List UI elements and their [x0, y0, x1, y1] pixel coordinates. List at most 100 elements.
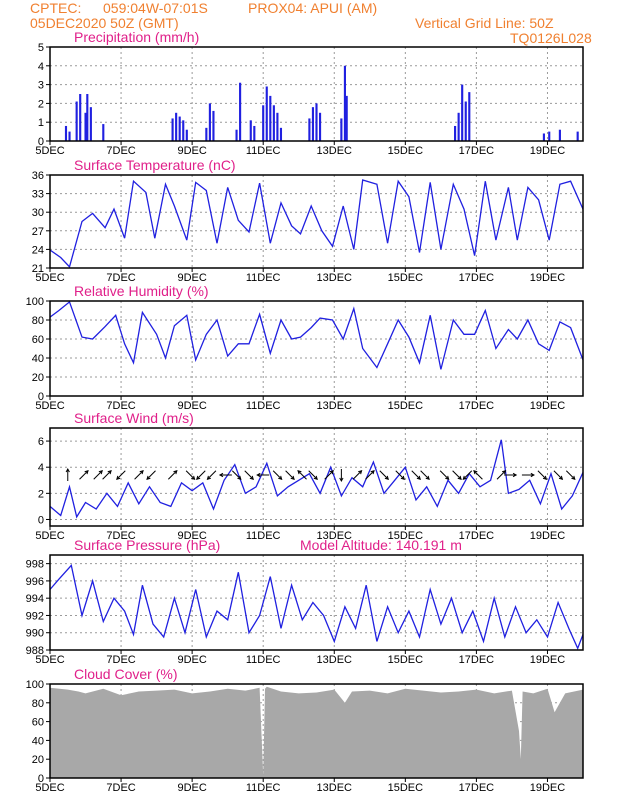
wind-arrow	[65, 467, 70, 481]
x-tick-label: 7DEC	[106, 782, 135, 794]
y-tick-label: 994	[26, 593, 44, 605]
y-tick-label: 998	[26, 559, 44, 571]
wind-arrow-head	[173, 470, 178, 475]
wind-arrow	[102, 470, 112, 480]
wind-arrow-head	[384, 475, 389, 480]
wind-arrow	[537, 470, 548, 480]
panel-title: Surface Pressure (hPa)	[74, 537, 220, 553]
panel-3: Surface Wind (m/s) 0 2 4 6 5DEC 7DEC 9DEC 11DEC 1…	[35, 410, 584, 542]
panel-title: Surface Wind (m/s)	[74, 410, 194, 426]
panel-2: Relative Humidity (%) 0 20 40 60 80 100 5DEC 7DE…	[26, 283, 584, 412]
header-location: 059:04W-07:01S	[103, 0, 208, 16]
precip-bar	[340, 118, 343, 141]
wind-arrow	[379, 470, 389, 480]
precip-bar	[68, 131, 71, 141]
precip-bar	[79, 94, 82, 141]
wind-arrow-head	[249, 475, 254, 480]
precip-bar	[468, 92, 471, 141]
y-tick-label: 0	[38, 136, 44, 148]
y-tick-label: 992	[26, 610, 44, 622]
wind-arrow-shaft	[553, 470, 563, 480]
x-tick-label: 17DEC	[459, 782, 495, 794]
wind-arrow-head	[400, 475, 405, 480]
wind-arrow-shaft	[324, 470, 334, 480]
header-code: TQ0126L028	[510, 30, 592, 46]
wind-arrow	[79, 470, 89, 480]
precip-bar	[454, 125, 457, 141]
precip-bar	[205, 127, 208, 141]
panel-frame	[49, 300, 584, 397]
wind-arrow-head	[530, 472, 535, 478]
x-tick-label: 19DEC	[530, 272, 566, 284]
wind-arrow-head	[84, 470, 89, 475]
panel-0: Precipitation (mm/h) 0 1 2 3 4 5 5DEC 7DEC 9DEC 11…	[35, 29, 584, 157]
precip-bar	[279, 127, 283, 141]
y-tick-label: 33	[32, 189, 44, 201]
wind-arrow-head	[237, 475, 242, 480]
y-tick-label: 1	[38, 117, 44, 129]
precip-bar	[315, 103, 318, 141]
wind-arrow	[256, 472, 270, 478]
wind-arrow	[218, 472, 232, 478]
wind-arrow-head	[191, 475, 196, 480]
wind-arrow-head	[146, 475, 151, 480]
wind-arrow-shaft	[79, 470, 89, 480]
panel-frame	[49, 174, 584, 269]
wind-arrow-head	[558, 475, 564, 480]
precip-bar	[178, 116, 181, 141]
wind-arrow-head	[416, 475, 421, 480]
wind-arrow	[244, 470, 254, 480]
x-tick-label: 7DEC	[106, 145, 135, 157]
wind-arrow	[496, 470, 507, 480]
precip-bar	[548, 131, 551, 141]
wind-arrow-shaft	[537, 470, 547, 480]
wind-arrow-head	[116, 475, 121, 480]
wind-arrow-shaft	[207, 470, 217, 480]
precip-bar	[262, 105, 265, 141]
precip-bar	[64, 125, 68, 141]
precip-bar	[239, 82, 242, 141]
y-tick-label: 6	[38, 436, 44, 448]
wind-arrow	[93, 470, 103, 480]
wind-arrow-head	[290, 475, 295, 480]
y-tick-label: 0	[38, 391, 44, 403]
y-tick-label: 30	[32, 207, 44, 219]
y-tick-label: 20	[32, 372, 44, 384]
precip-bar	[318, 112, 322, 141]
precip-bar	[276, 112, 279, 141]
wind-arrow-head	[65, 467, 70, 473]
x-tick-label: 7DEC	[106, 400, 135, 412]
x-tick-label: 19DEC	[530, 145, 566, 157]
y-tick-label: 20	[32, 754, 44, 766]
wind-arrow-shaft	[565, 470, 576, 480]
x-tick-label: 15DEC	[388, 400, 424, 412]
x-tick-label: 5DEC	[35, 782, 64, 794]
panel-title: Relative Humidity (%)	[74, 283, 209, 299]
wind-arrow	[134, 470, 144, 480]
wind-arrow-shaft	[308, 470, 318, 480]
panel-title: Precipitation (mm/h)	[74, 29, 199, 45]
wind-arrow	[297, 470, 307, 480]
y-tick-label: 3	[38, 80, 44, 92]
wind-arrow-shaft	[420, 470, 430, 480]
precip-bar	[457, 112, 460, 141]
header-grid-note: Vertical Grid Line: 50Z	[415, 15, 554, 31]
x-tick-label: 19DEC	[530, 654, 566, 666]
wind-arrow-shaft	[297, 470, 307, 480]
cloud-area	[50, 686, 583, 778]
wind-arrow	[553, 470, 564, 480]
precip-bar	[464, 101, 467, 141]
y-tick-label: 36	[32, 170, 44, 182]
precip-bar	[84, 112, 87, 141]
precip-bar	[343, 65, 346, 141]
wind-arrow-shaft	[352, 470, 362, 480]
precip-bar	[171, 118, 174, 141]
wind-arrow-shaft	[365, 470, 375, 480]
panel-frame	[49, 683, 584, 779]
x-tick-label: 13DEC	[317, 782, 353, 794]
precip-bar	[308, 118, 311, 141]
x-tick-label: 19DEC	[530, 782, 566, 794]
wind-arrow	[521, 472, 535, 478]
wind-arrow-head	[329, 470, 334, 475]
y-tick-label: 60	[32, 717, 44, 729]
